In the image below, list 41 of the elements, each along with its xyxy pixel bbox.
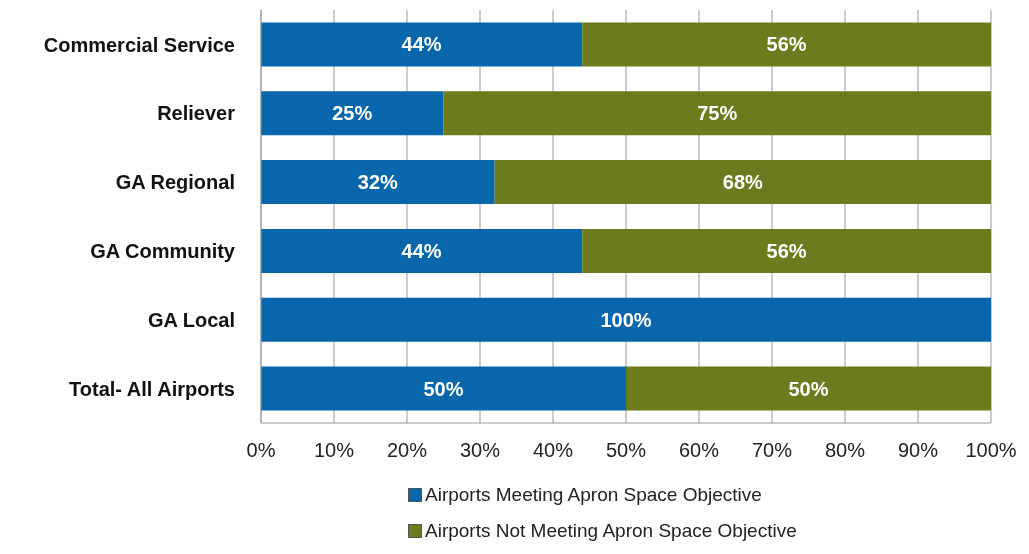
data-label: 25% <box>332 102 373 125</box>
data-label: 100% <box>600 308 652 331</box>
bar <box>261 22 583 67</box>
x-tick-label: 20% <box>386 439 428 462</box>
data-label: 56% <box>766 33 807 56</box>
bar <box>261 297 991 342</box>
x-tick-label: 100% <box>965 439 1017 462</box>
x-tick-label: 50% <box>605 439 647 462</box>
bar <box>261 228 583 273</box>
data-label: 75% <box>697 102 738 125</box>
data-label: 56% <box>766 239 807 262</box>
x-tick-label: 90% <box>897 439 939 462</box>
y-tick-label: Commercial Service <box>43 33 235 56</box>
bar <box>494 160 991 205</box>
data-label: 44% <box>401 239 442 262</box>
x-tick-label: 60% <box>678 439 720 462</box>
y-tick-label: GA Community <box>90 240 236 263</box>
data-label: 50% <box>788 377 829 400</box>
bar <box>443 91 991 136</box>
bar <box>261 366 626 411</box>
x-tick-label: 30% <box>459 439 501 462</box>
x-tick-label: 10% <box>313 439 355 462</box>
data-label: 50% <box>423 377 464 400</box>
x-tick-label: 40% <box>532 439 574 462</box>
bar <box>261 91 444 136</box>
data-label: 68% <box>722 171 764 194</box>
y-tick-label: GA Regional <box>115 171 235 194</box>
bar <box>582 228 991 273</box>
y-tick-label: GA Local <box>147 308 235 331</box>
bar <box>582 22 991 67</box>
y-tick-label: Total- All Airports <box>69 377 235 400</box>
y-tick-label: Reliever <box>157 102 236 125</box>
x-tick-label: 70% <box>751 439 793 462</box>
legend-label: Airports Meeting Apron Space Objective <box>425 484 762 506</box>
data-label: 32% <box>357 171 399 194</box>
bar <box>261 160 495 205</box>
bar <box>626 366 991 411</box>
x-tick-label: 80% <box>824 439 866 462</box>
x-tick-label: 0% <box>246 439 276 462</box>
data-label: 44% <box>401 33 442 56</box>
legend-label: Airports Not Meeting Apron Space Objective <box>425 520 797 542</box>
